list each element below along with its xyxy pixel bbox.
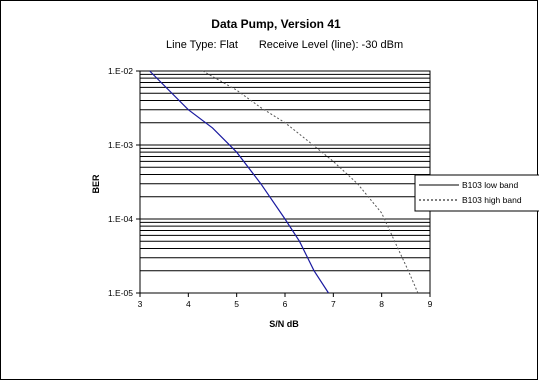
legend-box xyxy=(414,174,539,212)
legend: B103 low band B103 high band xyxy=(414,174,539,212)
y-axis-label: BER xyxy=(91,174,101,194)
gridlines xyxy=(140,73,430,294)
x-tick-label: 3 xyxy=(138,299,143,309)
series-line-high-band xyxy=(202,70,419,294)
legend-label-low-band: B103 low band xyxy=(462,180,519,190)
series-group xyxy=(149,70,419,294)
y-axis: 1.E-05 1.E-04 1.E-03 1.E-02 xyxy=(108,66,140,298)
y-tick-label: 1.E-05 xyxy=(108,288,133,298)
y-tick-label: 1.E-04 xyxy=(108,214,133,224)
chart-subtitle-receive-level: Receive Level (line): -30 dBm xyxy=(259,39,403,51)
chart-title: Data Pump, Version 41 xyxy=(211,17,341,31)
x-tick-label: 6 xyxy=(283,299,288,309)
x-tick-label: 9 xyxy=(428,299,433,309)
chart-subtitle-line-type: Line Type: Flat xyxy=(166,39,238,51)
x-tick-label: 8 xyxy=(379,299,384,309)
x-tick-label: 4 xyxy=(186,299,191,309)
legend-label-high-band: B103 high band xyxy=(462,195,522,205)
x-axis: 3 4 5 6 7 8 9 xyxy=(138,293,433,309)
x-tick-label: 7 xyxy=(331,299,336,309)
x-tick-label: 5 xyxy=(234,299,239,309)
x-axis-label: S/N dB xyxy=(269,319,299,329)
y-tick-label: 1.E-02 xyxy=(108,66,133,76)
y-tick-label: 1.E-03 xyxy=(108,140,133,150)
series-line-low-band xyxy=(149,70,330,294)
